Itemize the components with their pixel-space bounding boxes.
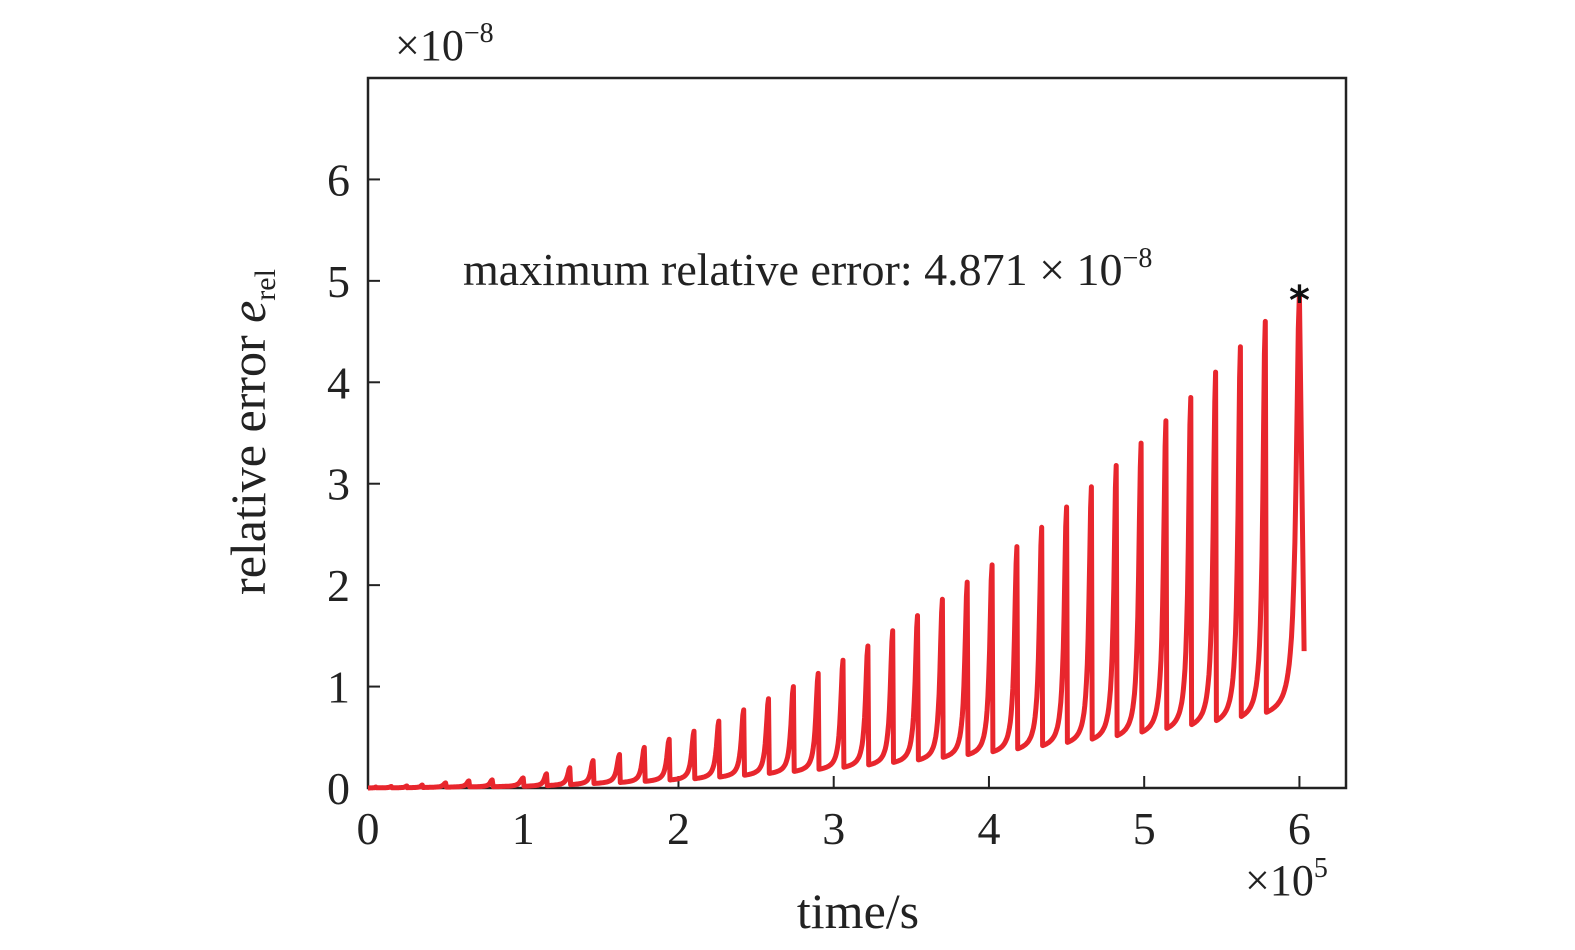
y-axis-label: relative error erel <box>220 269 282 595</box>
x-tick-label: 3 <box>822 803 845 854</box>
y-multiplier-exponent: −8 <box>464 18 494 49</box>
y-tick-label: 0 <box>327 763 350 814</box>
y-tick-label: 5 <box>327 256 350 307</box>
y-axis-label-symbol: e <box>220 301 276 323</box>
y-multiplier-base: ×10 <box>395 21 464 70</box>
x-tick-label: 1 <box>512 803 535 854</box>
y-axis-label-text: relative error <box>220 323 276 595</box>
y-tick-label: 6 <box>327 154 350 205</box>
x-axis-label: time/s <box>797 883 919 939</box>
x-tick-label: 2 <box>667 803 690 854</box>
series-line <box>365 291 1307 791</box>
x-axis-multiplier: ×105 <box>1245 853 1328 905</box>
plot-frame <box>366 76 1348 790</box>
x-tick-label: 6 <box>1288 803 1311 854</box>
x-multiplier-base: ×10 <box>1245 856 1314 905</box>
max-error-annotation: maximum relative error: 4.871 × 10−8 <box>463 243 1152 295</box>
x-tick-label: 4 <box>977 803 1000 854</box>
x-tick-label: 0 <box>357 803 380 854</box>
y-tick-label: 1 <box>327 662 350 713</box>
x-tick-label: 5 <box>1133 803 1156 854</box>
y-tick-label: 2 <box>327 560 350 611</box>
max-point-marker: * <box>1289 278 1310 324</box>
max-error-text: maximum relative error: 4.871 × 10 <box>463 244 1123 295</box>
y-tick-label: 4 <box>327 357 350 408</box>
x-multiplier-exponent: 5 <box>1314 853 1328 884</box>
y-tick-label: 3 <box>327 459 350 510</box>
y-axis-multiplier: ×10−8 <box>395 18 494 70</box>
plot-area: 0 1 2 3 4 5 6 0 1 2 3 4 5 6 * <box>327 76 1348 854</box>
max-error-exponent: −8 <box>1123 243 1153 274</box>
y-axis-label-subscript: rel <box>249 269 282 301</box>
